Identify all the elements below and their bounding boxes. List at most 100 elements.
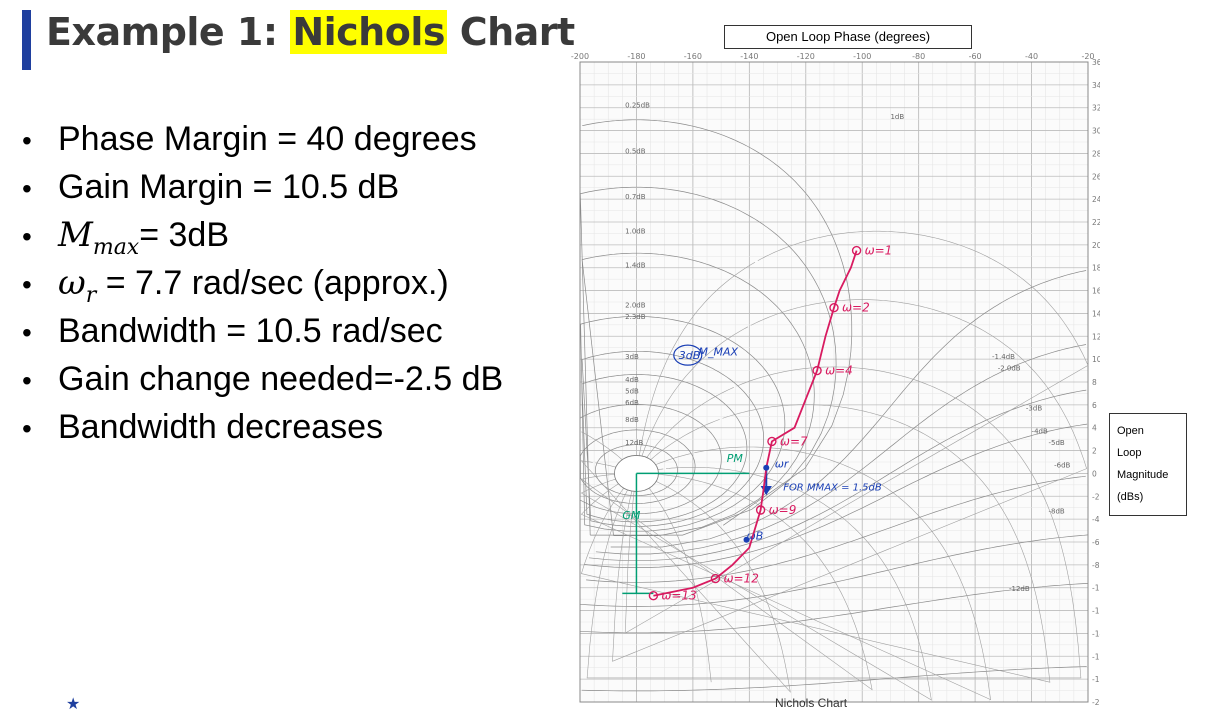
contour-label: 0.5dB <box>625 147 646 155</box>
y-tick-label: -14 <box>1092 629 1100 638</box>
contour-label: -12dB <box>1009 585 1030 593</box>
y-tick-label: 20 <box>1092 241 1100 250</box>
y-tick-label: 12 <box>1092 332 1100 341</box>
x-tick-label: -20 <box>1081 52 1094 61</box>
y-tick-label: 30 <box>1092 127 1100 136</box>
contour-label: -8dB <box>1048 507 1064 515</box>
contour-label: 1.0dB <box>625 227 646 235</box>
y-tick-label: -8 <box>1092 561 1100 570</box>
x-tick-label: -180 <box>627 52 645 61</box>
y-tick-label: 22 <box>1092 218 1100 227</box>
frequency-label: ω=12 <box>723 572 758 586</box>
y-tick-label: -18 <box>1092 675 1100 684</box>
contour-label: 4dB <box>625 376 639 384</box>
x-tick-label: -60 <box>969 52 982 61</box>
magnitude-contour <box>582 119 853 526</box>
x-tick-labels: -200 -180 -160 -140 -120 -100 -80 -60 -40 -20 <box>571 52 1095 61</box>
x-tick-label: -40 <box>1025 52 1038 61</box>
mmax-symbol: M <box>58 215 93 255</box>
contour-label: 5dB <box>625 387 639 395</box>
contour-label: -2.0dB <box>998 365 1021 373</box>
y-tick-label: 16 <box>1092 287 1100 296</box>
y-axis-title: Open Loop Magnitude (dBs) <box>1109 413 1187 516</box>
plot-frame <box>579 61 1089 703</box>
title-highlight: Nichols <box>290 10 447 54</box>
y-tick-label: 4 <box>1092 424 1097 433</box>
phase-contour <box>612 299 1087 662</box>
bullet-text: Gain Margin = 10.5 dB <box>58 168 400 206</box>
y-tick-label: -16 <box>1092 652 1100 661</box>
magnitude-contour <box>581 666 1087 692</box>
chart-caption: Nichols Chart <box>775 696 848 710</box>
contour-label: 2.3dB <box>625 313 646 321</box>
bullet-text: = 7.7 rad/sec (approx.) <box>96 264 449 302</box>
magnitude-contour <box>581 350 764 527</box>
magnitude-contour <box>581 252 815 536</box>
nichols-chart: -200 -180 -160 -140 -120 -100 -80 -60 -40 -20 363… <box>571 52 1100 706</box>
x-tick-label: -80 <box>912 52 925 61</box>
bullet-resonant-frequency: • ωr = 7.7 rad/sec (approx.) <box>22 263 449 308</box>
y-tick-label: 26 <box>1092 172 1100 181</box>
annotation-label: M_MAX <box>699 346 739 359</box>
y-tick-label: 14 <box>1092 309 1100 318</box>
magnitude-contour <box>586 475 1086 583</box>
open-loop-curve: ω=1 ω=2 ω=4 ω=7 ω=9 ω=12 ω=13 <box>648 244 893 603</box>
bullet-text: Bandwidth = 10.5 rad/sec <box>58 312 443 350</box>
phase-contour <box>624 230 1089 634</box>
x-tick-label: -120 <box>797 52 815 61</box>
contour-label: 0.25dB <box>625 102 650 110</box>
contour-label: 12dB <box>625 439 643 447</box>
x-axis-title: Open Loop Phase (degrees) <box>724 25 972 49</box>
frequency-marker <box>755 505 766 515</box>
bullet-text: Gain change needed=-2.5 dB <box>58 360 504 398</box>
annotation-label: GM <box>622 509 641 522</box>
contour-label: 6dB <box>625 399 639 407</box>
contour-labels: 0.25dB 0.5dB 0.7dB 1.0dB 1.4dB 2.0dB 2.3dB 3dB 4… <box>625 102 1070 593</box>
bullet-gain-change: • Gain change needed=-2.5 dB <box>22 360 504 398</box>
magnitude-contour <box>595 344 1087 555</box>
contour-label: -3dB <box>1026 405 1042 413</box>
y-tick-label: -10 <box>1092 584 1100 593</box>
contour-label: 3dB <box>625 353 639 361</box>
y-tick-label: 0 <box>1092 469 1097 478</box>
frequency-marker <box>812 365 822 376</box>
annotation-label: ωB <box>747 530 764 543</box>
contour-label: 2.0dB <box>625 302 646 310</box>
y-tick-label: 6 <box>1092 401 1097 410</box>
y-tick-label: 18 <box>1092 264 1100 273</box>
magnitude-contour <box>588 389 1087 562</box>
omega-subscript: r <box>85 282 97 308</box>
resonance-dot <box>763 464 770 471</box>
magnitude-contour <box>610 270 1087 548</box>
open-loop-line <box>653 250 858 597</box>
y-axis-title-line: Open <box>1117 425 1144 437</box>
results-list: • Phase Margin = 40 degrees • Gain Margin … <box>22 115 503 451</box>
closed-loop-contours <box>579 119 1089 701</box>
y-tick-label: 28 <box>1092 149 1100 158</box>
omega-symbol: ω <box>58 263 86 303</box>
bullet-text: Phase Margin = 40 degrees <box>58 120 477 158</box>
magnitude-contour <box>595 444 678 497</box>
magnitude-contour <box>581 374 748 523</box>
bullet-phase-margin: • Phase Margin = 40 degrees <box>22 120 477 158</box>
y-axis-title-line: Magnitude <box>1117 469 1169 481</box>
frequency-marker <box>648 591 659 601</box>
y-axis-title-line: Loop <box>1117 447 1142 459</box>
y-tick-labels: 363432302826242220181614121086420-2-4-6-… <box>1092 58 1100 706</box>
x-tick-label: -140 <box>740 52 758 61</box>
frequency-label: ω=1 <box>865 244 893 258</box>
frequency-marker <box>767 436 777 447</box>
contour-label: -6dB <box>1054 462 1070 470</box>
y-tick-label: 24 <box>1092 195 1100 204</box>
phase-contour <box>580 473 873 691</box>
y-tick-label: 36 <box>1092 58 1100 67</box>
y-tick-label: 10 <box>1092 355 1100 364</box>
x-tick-label: -160 <box>684 52 702 61</box>
y-tick-label: -6 <box>1092 538 1100 547</box>
frequency-label: ω=9 <box>769 503 797 517</box>
y-tick-label: 2 <box>1092 447 1097 456</box>
contour-label: 1.4dB <box>625 262 646 270</box>
x-tick-label: -100 <box>853 52 871 61</box>
annotation-label: 3dB <box>679 349 701 362</box>
contour-label: 0.7dB <box>625 193 646 201</box>
